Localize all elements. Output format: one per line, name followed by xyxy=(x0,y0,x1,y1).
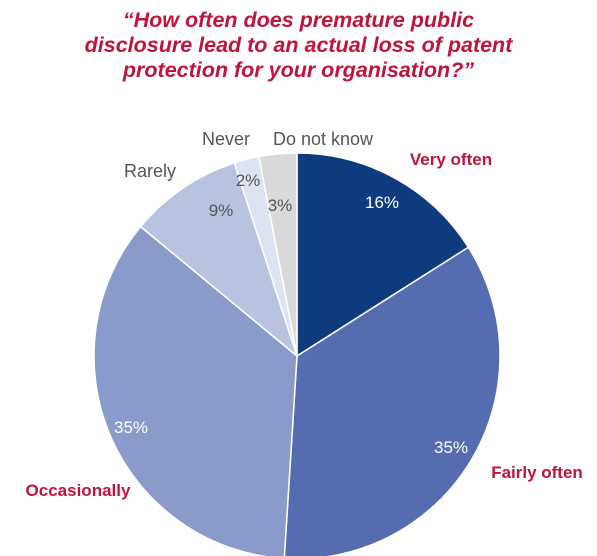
category-label-occasionally: Occasionally xyxy=(26,481,131,500)
value-label-rarely: 9% xyxy=(209,201,234,220)
category-label-fairly-often: Fairly often xyxy=(491,463,583,482)
value-label-fairly-often: 35% xyxy=(434,438,468,457)
value-label-very-often: 16% xyxy=(365,193,399,212)
chart-title: “How often does premature public disclos… xyxy=(0,8,597,83)
chart-title-line-2: disclosure lead to an actual loss of pat… xyxy=(84,33,513,57)
pie-slice-rarely xyxy=(139,161,299,359)
category-label-rarely: Rarely xyxy=(124,161,176,181)
category-label-do-not-know: Do not know xyxy=(273,129,374,149)
pie-slice-very-often xyxy=(296,152,470,358)
pie-slice-fairly-often xyxy=(283,246,501,556)
pie-slice-occasionally xyxy=(93,225,298,556)
category-label-very-often: Very often xyxy=(410,150,492,169)
value-label-do-not-know: 3% xyxy=(268,196,293,215)
value-label-occasionally: 35% xyxy=(114,418,148,437)
value-label-never: 2% xyxy=(236,171,261,190)
chart-title-line-1: “How often does premature public xyxy=(122,8,475,32)
category-label-never: Never xyxy=(202,129,250,149)
pie-slice-do-not-know xyxy=(258,152,298,357)
chart-title-line-3: protection for your organisation?” xyxy=(122,58,475,82)
